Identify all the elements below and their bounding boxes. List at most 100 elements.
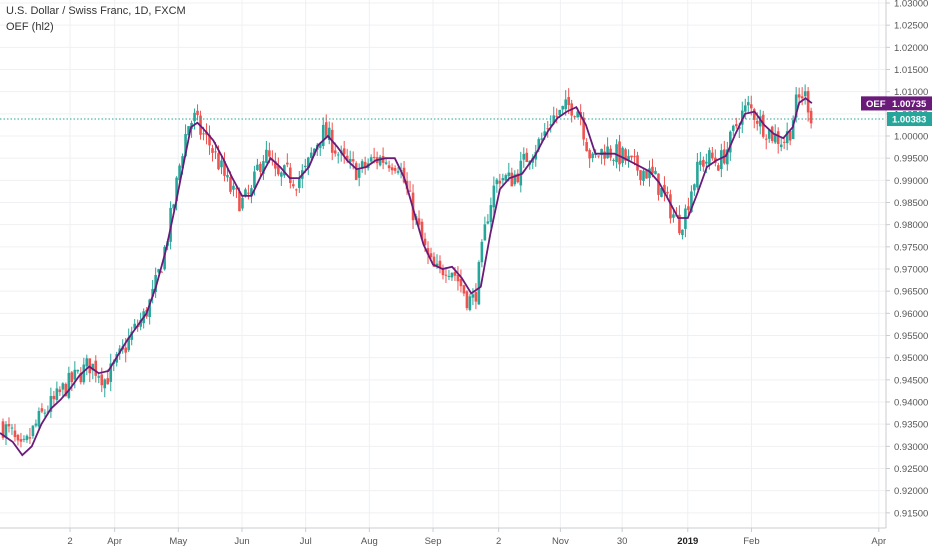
candle-body[interactable] xyxy=(34,423,38,426)
candle-body[interactable] xyxy=(202,133,205,135)
time-axis[interactable] xyxy=(0,528,886,550)
candle-body[interactable] xyxy=(321,124,325,147)
candle-body[interactable] xyxy=(734,124,738,127)
candle-body[interactable] xyxy=(265,149,268,163)
candle-body[interactable] xyxy=(127,337,131,351)
candle-body[interactable] xyxy=(585,142,588,152)
candle-body[interactable] xyxy=(630,155,633,158)
candle-body[interactable] xyxy=(193,112,196,122)
candle-body[interactable] xyxy=(211,148,214,153)
candle-body[interactable] xyxy=(693,184,696,191)
candle-body[interactable] xyxy=(483,224,487,241)
candle-body[interactable] xyxy=(10,427,14,429)
candle-body[interactable] xyxy=(549,124,553,126)
candle-body[interactable] xyxy=(564,99,567,110)
candle-body[interactable] xyxy=(19,439,23,442)
candle-body[interactable] xyxy=(148,299,151,317)
candle-body[interactable] xyxy=(49,396,53,412)
candle-body[interactable] xyxy=(345,155,349,160)
candle-body[interactable] xyxy=(459,279,463,287)
candle-body[interactable] xyxy=(492,185,496,208)
candle-body[interactable] xyxy=(654,170,657,175)
candle-body[interactable] xyxy=(351,159,355,162)
candle-body[interactable] xyxy=(309,152,313,158)
candle-body[interactable] xyxy=(648,168,651,179)
candle-body[interactable] xyxy=(450,272,454,278)
candle-body[interactable] xyxy=(100,374,104,386)
candle-body[interactable] xyxy=(438,260,442,268)
candle-body[interactable] xyxy=(636,155,639,171)
candle-body[interactable] xyxy=(516,173,520,183)
candle-body[interactable] xyxy=(223,160,226,176)
candle-body[interactable] xyxy=(396,171,400,173)
candle-body[interactable] xyxy=(468,296,472,310)
candle-body[interactable] xyxy=(474,292,478,302)
candle-body[interactable] xyxy=(378,156,382,166)
candle-body[interactable] xyxy=(372,156,376,158)
candle-body[interactable] xyxy=(109,363,113,382)
candle-body[interactable] xyxy=(543,131,547,136)
candle-body[interactable] xyxy=(687,206,690,211)
candle-body[interactable] xyxy=(705,161,708,164)
candle-body[interactable] xyxy=(681,229,684,236)
candle-body[interactable] xyxy=(453,272,457,276)
candle-body[interactable] xyxy=(25,435,29,440)
candle-body[interactable] xyxy=(726,149,729,165)
candle-body[interactable] xyxy=(303,165,307,168)
candle-body[interactable] xyxy=(28,437,32,439)
candle-body[interactable] xyxy=(752,109,756,120)
candle-body[interactable] xyxy=(22,438,26,440)
candle-body[interactable] xyxy=(672,214,675,218)
candle-body[interactable] xyxy=(633,156,636,158)
candle-body[interactable] xyxy=(241,197,244,209)
candle-body[interactable] xyxy=(615,144,618,163)
candle-body[interactable] xyxy=(295,189,298,191)
candle-body[interactable] xyxy=(465,291,469,309)
candle-body[interactable] xyxy=(690,191,693,213)
candle-body[interactable] xyxy=(540,138,544,140)
candle-body[interactable] xyxy=(154,275,157,293)
candle-body[interactable] xyxy=(645,170,648,179)
candle-body[interactable] xyxy=(4,424,8,438)
candle-body[interactable] xyxy=(208,134,211,146)
candle-body[interactable] xyxy=(52,395,56,400)
candle-body[interactable] xyxy=(64,383,68,397)
candle-body[interactable] xyxy=(393,168,397,171)
candle-body[interactable] xyxy=(232,185,235,190)
candle-body[interactable] xyxy=(480,241,484,263)
candle-body[interactable] xyxy=(621,147,624,164)
candle-body[interactable] xyxy=(172,204,175,209)
candle-body[interactable] xyxy=(462,285,466,294)
candle-body[interactable] xyxy=(306,157,310,169)
candle-body[interactable] xyxy=(387,165,391,169)
candle-body[interactable] xyxy=(43,412,47,414)
candle-body[interactable] xyxy=(268,150,271,157)
candle-body[interactable] xyxy=(522,153,526,160)
candle-body[interactable] xyxy=(229,177,232,192)
candle-body[interactable] xyxy=(37,411,41,427)
candle-body[interactable] xyxy=(729,131,732,153)
candle-body[interactable] xyxy=(253,171,256,188)
candle-body[interactable] xyxy=(342,148,346,155)
candle-body[interactable] xyxy=(292,184,295,187)
candle-body[interactable] xyxy=(746,102,750,106)
candle-body[interactable] xyxy=(7,424,11,427)
candle-body[interactable] xyxy=(327,127,331,141)
candle-body[interactable] xyxy=(809,110,813,124)
candle-body[interactable] xyxy=(755,120,759,124)
candle-body[interactable] xyxy=(471,294,475,298)
candle-body[interactable] xyxy=(660,187,663,197)
candle-body[interactable] xyxy=(806,91,810,113)
candle-body[interactable] xyxy=(58,389,62,393)
candle-body[interactable] xyxy=(678,214,681,234)
candle-body[interactable] xyxy=(369,157,373,162)
candle-body[interactable] xyxy=(283,165,286,176)
candle-body[interactable] xyxy=(699,160,702,165)
candle-body[interactable] xyxy=(70,372,74,383)
candle-body[interactable] xyxy=(797,94,801,98)
candle-body[interactable] xyxy=(444,274,448,276)
candle-body[interactable] xyxy=(717,165,720,171)
candle-body[interactable] xyxy=(220,160,223,168)
oef-indicator-line[interactable] xyxy=(0,97,813,457)
